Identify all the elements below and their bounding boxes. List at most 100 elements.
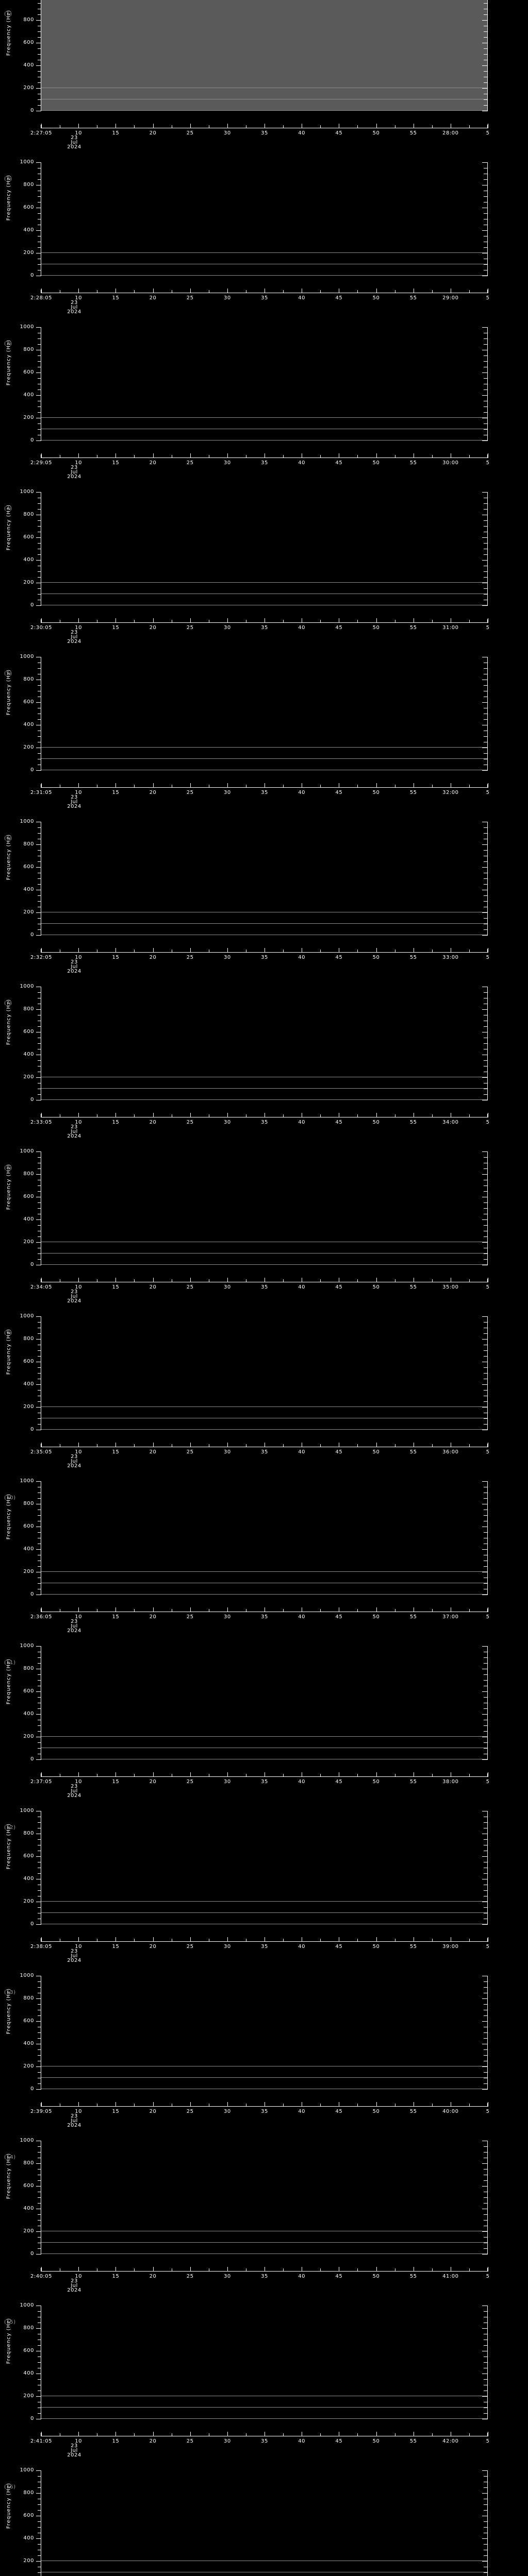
gridline-40hz [41, 1088, 488, 1089]
x-tick-10 [227, 124, 228, 128]
plot-area-13[interactable] [41, 1976, 488, 2089]
gridline-90hz [41, 252, 488, 253]
x-tick-13 [283, 2268, 284, 2272]
y-tick-right-250 [484, 1236, 487, 1237]
plot-area-4[interactable] [41, 492, 488, 605]
y-tick-right-50 [484, 1424, 487, 1425]
y-tick-right-250 [484, 247, 487, 248]
y-tick-900 [38, 2152, 41, 2153]
x-tick-label-2: 15 [112, 790, 120, 795]
gridline-40hz [41, 2242, 488, 2243]
y-tick-0 [36, 2089, 41, 2090]
x-tick-label-1: 10 [75, 790, 82, 795]
y-tick-500 [38, 2527, 41, 2528]
y-tick-200 [36, 88, 41, 89]
x-axis-line-5 [41, 787, 488, 788]
y-tick-300 [38, 571, 41, 572]
y-tick-right-400 [482, 2538, 487, 2539]
y-tick-200 [36, 1242, 41, 1243]
plot-area-6[interactable] [41, 822, 488, 935]
y-tick-right-400 [482, 230, 487, 231]
plot-area-14[interactable] [41, 2141, 488, 2254]
plot-area-2[interactable] [41, 162, 488, 276]
x-axis-cap-right-5 [487, 784, 488, 788]
x-tick-label-4: 25 [186, 1120, 194, 1125]
y-tick-right-100 [484, 1253, 487, 1254]
y-tick-350 [38, 2049, 41, 2050]
x-tick-5 [134, 125, 135, 128]
y-axis-line-right-16 [487, 2470, 488, 2576]
x-tick-label-1: 10 [75, 1779, 82, 1785]
y-tick-650 [38, 1356, 41, 1357]
x-tick-23 [469, 1609, 470, 1612]
x-tick-label-8: 45 [335, 130, 343, 136]
x-tick-label-5: 30 [223, 1944, 231, 1950]
plot-area-15[interactable] [41, 2306, 488, 2419]
y-tick-1000 [36, 1481, 41, 1482]
y-tick-label-600: 600 [23, 699, 34, 705]
y-tick-600 [36, 2021, 41, 2022]
date-year: 2024 [67, 1958, 81, 1963]
date-month: Jul [71, 1459, 78, 1464]
date-month: Jul [71, 2448, 78, 2453]
x-tick-label-9: 50 [372, 295, 380, 301]
x-tick-label-7: 40 [298, 625, 306, 631]
x-tick-21 [432, 785, 433, 788]
x-tick-label-2: 15 [112, 1944, 120, 1950]
x-tick-label-5: 30 [223, 1779, 231, 1785]
spectrogram-panel-11: 0 200 400 600 800 1000 Frequency (Hz) (11) 2:37:… [0, 1633, 528, 1799]
panel-number-10: (10) [4, 1495, 16, 1501]
gridline-40hz [41, 2077, 488, 2078]
y-tick-right-1000 [482, 1316, 487, 1317]
x-tick-label-5: 30 [223, 1449, 231, 1455]
x-tick-6 [153, 1278, 154, 1282]
plot-area-12[interactable] [41, 1811, 488, 1924]
y-tick-label-1000: 1000 [20, 1148, 34, 1154]
y-tick-right-900 [484, 833, 487, 834]
x-tick-0 [41, 1607, 42, 1612]
y-tick-right-950 [484, 2476, 487, 2477]
x-tick-label-6: 35 [261, 1614, 268, 1620]
y-tick-right-500 [484, 54, 487, 55]
y-tick-label-800: 800 [23, 17, 34, 23]
y-axis-title-14: Frequency (Hz) [6, 2153, 12, 2199]
y-axis-title-15: Frequency (Hz) [6, 2317, 12, 2364]
y-tick-250 [38, 577, 41, 578]
y-tick-label-400: 400 [23, 1546, 34, 1552]
gridline-90hz [41, 582, 488, 583]
plot-area-10[interactable] [41, 1481, 488, 1595]
y-tick-label-200: 200 [23, 2558, 34, 2564]
plot-area-16[interactable] [41, 2470, 488, 2576]
y-tick-right-100 [484, 1418, 487, 1419]
gridline-0hz [41, 110, 488, 111]
x-tick-10 [227, 1937, 228, 1942]
y-tick-right-50 [484, 1259, 487, 1260]
x-tick-label-10: 55 [409, 2109, 417, 2114]
x-tick-17 [357, 125, 358, 128]
y-tick-800 [36, 844, 41, 845]
x-tick-23 [469, 1444, 470, 1447]
plot-area-8[interactable] [41, 1151, 488, 1265]
y-tick-850 [38, 1663, 41, 1664]
y-tick-150 [38, 1907, 41, 1908]
y-tick-right-1000 [482, 1646, 487, 1647]
y-tick-150 [38, 2072, 41, 2073]
x-tick-label-8: 45 [335, 625, 343, 631]
y-tick-50 [38, 105, 41, 106]
plot-area-5[interactable] [41, 657, 488, 770]
plot-area-11[interactable] [41, 1646, 488, 1759]
y-tick-400 [36, 65, 41, 66]
y-tick-300 [38, 1725, 41, 1726]
y-tick-800 [36, 1998, 41, 1999]
y-tick-right-0 [482, 440, 487, 441]
x-tick-18 [376, 618, 377, 623]
plot-area-3[interactable] [41, 327, 488, 440]
y-axis-line-right-2 [487, 162, 488, 276]
y-tick-right-650 [484, 37, 487, 38]
plot-area-1[interactable] [41, 0, 488, 111]
plot-area-7[interactable] [41, 987, 488, 1100]
x-tick-label-0: 2:31:05 [30, 790, 53, 795]
plot-area-9[interactable] [41, 1316, 488, 1430]
x-tick-label-10: 55 [409, 2438, 417, 2444]
y-tick-200 [36, 2396, 41, 2397]
